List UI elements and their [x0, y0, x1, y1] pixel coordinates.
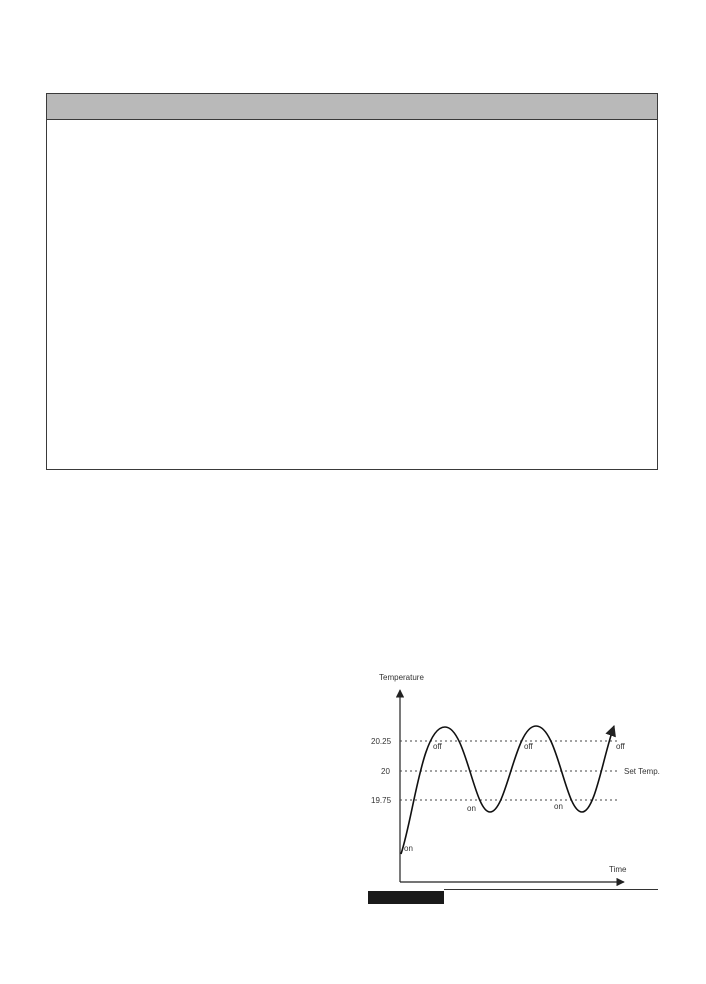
annotation-peak1-off: off: [433, 742, 443, 751]
temperature-curve: [400, 724, 616, 855]
footer-bar: [368, 891, 444, 904]
thermostat-chart-svg: Temperature Time 20.25 20 19.75 off Set …: [371, 673, 660, 887]
y-tick-set: 20: [381, 767, 390, 776]
off-ref-label: off: [616, 742, 626, 751]
annotation-start-on: on: [404, 844, 413, 853]
y-tick-lower: 19.75: [371, 796, 392, 805]
content-box-header: [47, 94, 657, 120]
x-axis-label: Time: [609, 865, 627, 874]
y-axis-label: Temperature: [379, 673, 424, 682]
annotation-trough2-on: on: [554, 802, 563, 811]
footer-rule: [444, 889, 658, 890]
thermostat-chart: Temperature Time 20.25 20 19.75 off Set …: [362, 665, 662, 910]
annotation-peak2-off: off: [524, 742, 534, 751]
set-temp-label: Set Temp.: [624, 767, 660, 776]
content-box: [46, 93, 658, 470]
annotation-trough1-on: on: [467, 804, 476, 813]
y-tick-upper: 20.25: [371, 737, 392, 746]
